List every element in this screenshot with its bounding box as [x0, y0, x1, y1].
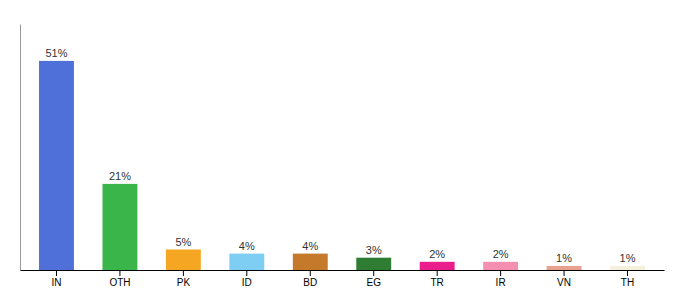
x-tick-mark — [500, 270, 501, 276]
x-tick: TR — [431, 270, 444, 288]
x-axis: IN OTH PK ID BD EG TR IR VN TH — [21, 270, 665, 288]
x-tick-label: OTH — [109, 277, 130, 288]
x-tick-mark — [627, 270, 628, 276]
x-tick-mark — [119, 270, 120, 276]
x-tick: IR — [496, 270, 506, 288]
x-tick-label: VN — [557, 277, 571, 288]
x-tick: TH — [621, 270, 634, 288]
x-tick-label: EG — [366, 277, 381, 288]
data-label: 1% — [620, 252, 636, 264]
bar — [420, 262, 455, 270]
data-label: 5% — [175, 236, 191, 248]
bar — [483, 262, 518, 270]
bar — [610, 266, 645, 270]
x-tick-mark — [564, 270, 565, 276]
bar — [547, 266, 582, 270]
y-axis-line — [20, 25, 21, 271]
bar — [166, 250, 201, 271]
x-tick-mark — [310, 270, 311, 276]
data-label: 2% — [493, 248, 509, 260]
x-tick: ID — [242, 270, 252, 288]
bar — [356, 258, 391, 270]
x-tick-label: TH — [621, 277, 634, 288]
y-axis — [20, 25, 21, 271]
x-tick-label: PK — [177, 277, 191, 288]
x-tick: VN — [557, 270, 571, 288]
data-label: 4% — [302, 240, 318, 252]
x-tick-mark — [373, 270, 374, 276]
x-tick-label: TR — [431, 277, 444, 288]
data-label: 3% — [366, 244, 382, 256]
bar — [102, 184, 137, 270]
bar — [229, 254, 264, 270]
bar — [39, 61, 74, 270]
data-labels: 51% 21% 5% 4% 4% 3% 2% 2% 1% 1% — [45, 47, 635, 264]
x-tick-mark — [56, 270, 57, 276]
x-tick-mark — [246, 270, 247, 276]
x-tick-label: BD — [303, 277, 317, 288]
x-tick: PK — [177, 270, 191, 288]
x-tick-mark — [437, 270, 438, 276]
chart: IN OTH PK ID BD EG TR IR VN TH 51% 21% 5% 4% 4% 3% 2% 2% 1… — [0, 0, 680, 300]
data-label: 51% — [45, 47, 67, 59]
x-tick: OTH — [109, 270, 130, 288]
x-tick: EG — [366, 270, 381, 288]
x-tick: BD — [303, 270, 317, 288]
x-tick-label: IR — [496, 277, 506, 288]
bars — [39, 61, 645, 270]
plot: IN OTH PK ID BD EG TR IR VN TH 51% 21% 5% 4% 4% 3% 2% 2% 1… — [21, 25, 665, 289]
x-tick-label: ID — [242, 277, 252, 288]
x-tick-mark — [183, 270, 184, 276]
data-label: 21% — [109, 170, 131, 182]
data-label: 1% — [556, 252, 572, 264]
x-tick: IN — [51, 270, 61, 288]
bar — [293, 254, 328, 270]
x-tick-label: IN — [51, 277, 61, 288]
data-label: 4% — [239, 240, 255, 252]
x-axis-line — [21, 270, 665, 271]
data-label: 2% — [429, 248, 445, 260]
